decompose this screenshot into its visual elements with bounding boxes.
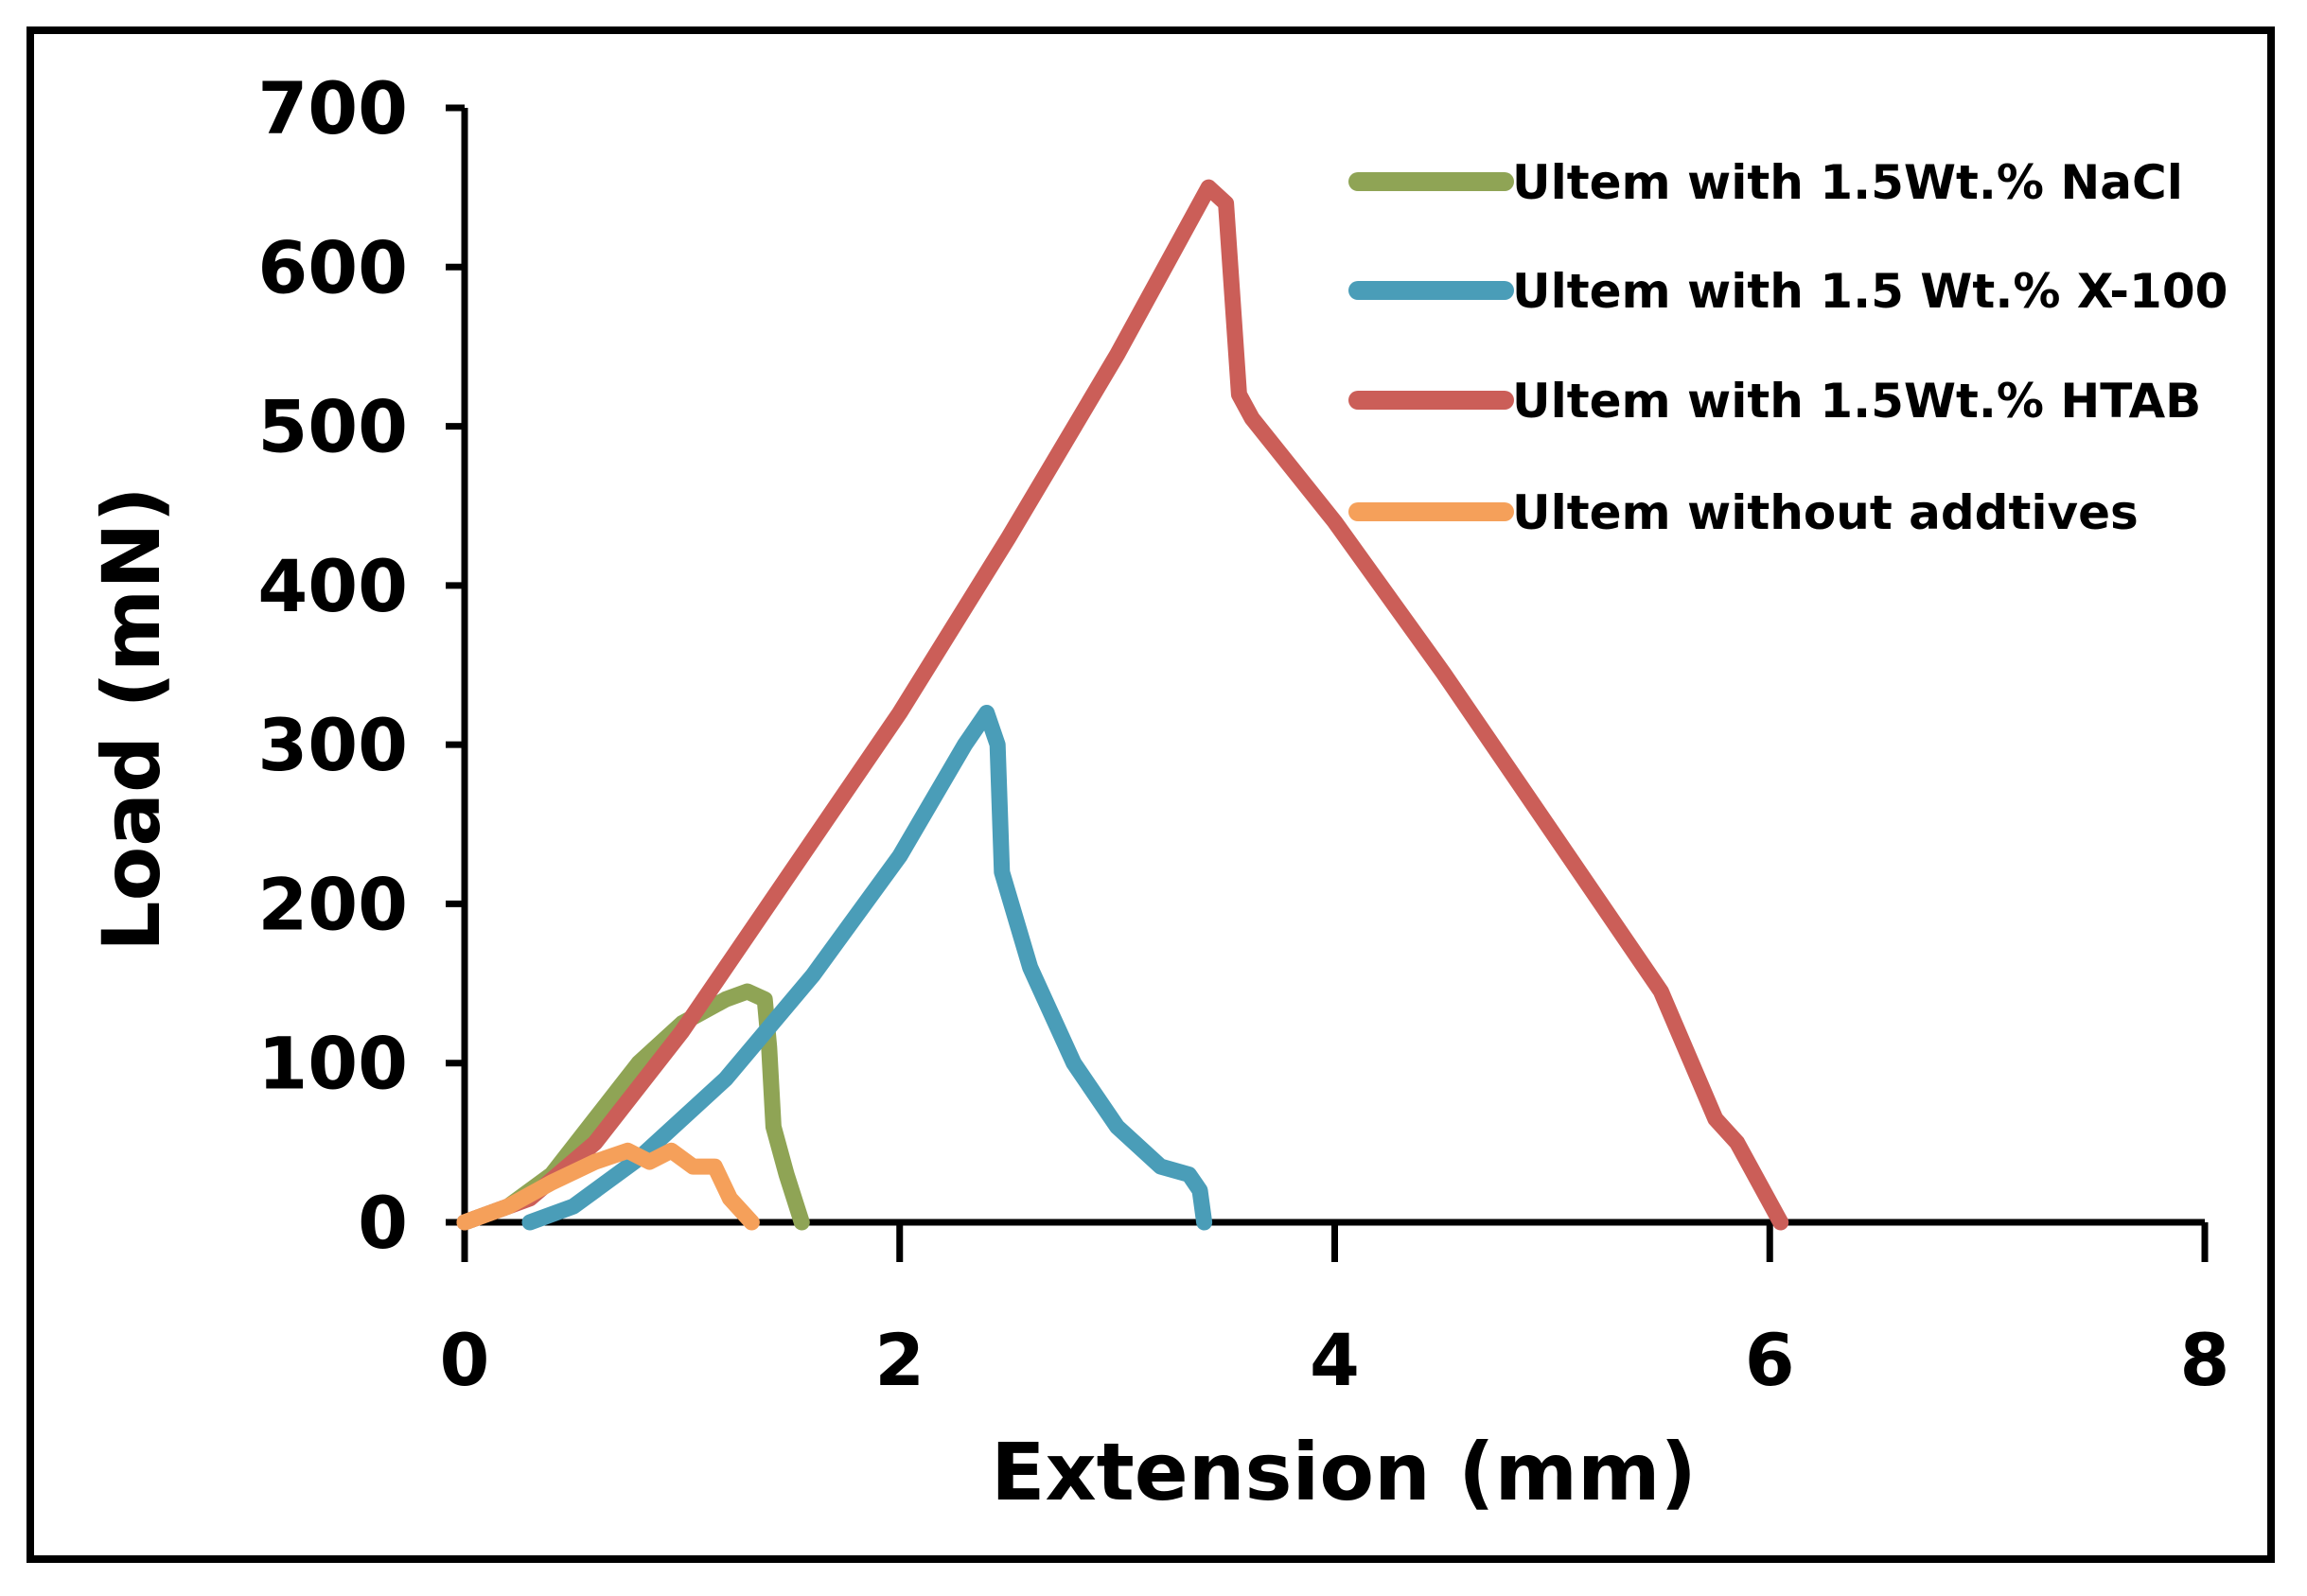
x-axis-title: Extension (mm) [991,1426,1697,1518]
series-line-4 [456,1142,760,1231]
y-tick-label: 100 [257,1022,408,1106]
y-axis-title: Load (mN) [85,486,178,952]
legend-label-1: Ultem with 1.5Wt.% NaCl [1512,155,2183,210]
plot-area: 0 100 200 300 400 500 600 700 0 2 4 6 8 [257,66,2229,1402]
y-tick-label: 500 [257,385,408,469]
legend-label-4: Ultem without addtives [1512,485,2139,540]
legend-label-2: Ultem with 1.5 Wt.% X-100 [1512,264,2228,319]
legend: Ultem with 1.5Wt.% NaCl Ultem with 1.5 Wt… [1348,155,2228,540]
x-tick-label: 4 [1310,1318,1360,1402]
legend-label-3: Ultem with 1.5Wt.% HTAB [1512,374,2201,429]
x-tick-label: 0 [440,1318,490,1402]
x-tick-label: 6 [1745,1318,1795,1402]
series-line-2 [521,705,1213,1231]
series-line-3 [456,179,1789,1231]
y-tick-label: 0 [358,1181,408,1265]
y-tick-label: 600 [257,225,408,309]
y-tick-label: 200 [257,862,408,946]
y-tick-label: 700 [257,66,408,150]
y-tick-label: 300 [257,703,408,787]
x-tick-label: 2 [874,1318,925,1402]
y-tick-label: 400 [257,544,408,628]
x-tick-label: 8 [2180,1318,2230,1402]
